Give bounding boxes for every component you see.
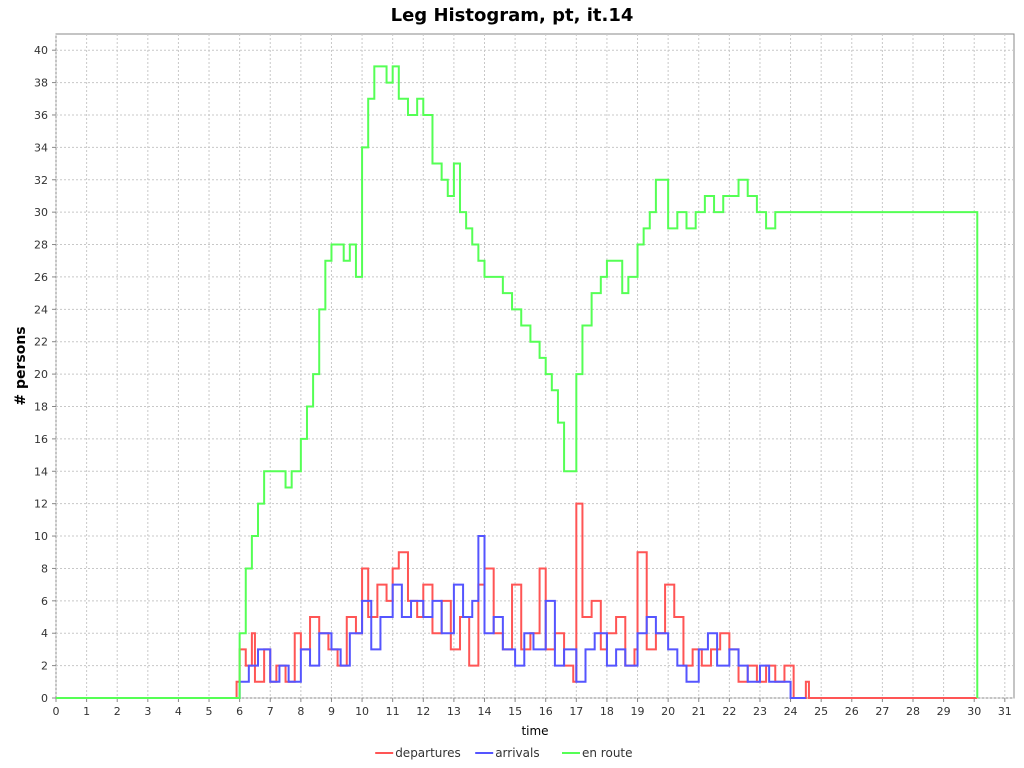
series-line-departures <box>56 502 978 699</box>
x-tick-label: 15 <box>508 705 522 718</box>
chart-title: Leg Histogram, pt, it.14 <box>391 5 634 26</box>
legend-item-departures: departures <box>375 746 461 760</box>
legend-label: en route <box>582 746 633 760</box>
y-tick-label: 34 <box>34 141 48 154</box>
series-line-en-route <box>56 65 979 699</box>
legend: departures arrivals en route <box>375 746 633 760</box>
y-tick-label: 0 <box>41 692 48 705</box>
y-tick-label: 12 <box>34 498 48 511</box>
x-tick-label: 28 <box>906 705 920 718</box>
x-tick-label: 27 <box>875 705 889 718</box>
x-tick-label: 2 <box>114 705 121 718</box>
x-tick-label: 24 <box>784 705 798 718</box>
series-line-arrivals <box>56 535 806 699</box>
x-tick-label: 6 <box>236 705 243 718</box>
y-tick-label: 10 <box>34 530 48 543</box>
x-tick-label: 13 <box>447 705 461 718</box>
y-tick-label: 26 <box>34 271 48 284</box>
x-tick-label: 9 <box>328 705 335 718</box>
x-tick-label: 26 <box>845 705 859 718</box>
legend-item-arrivals: arrivals <box>475 746 540 760</box>
x-tick-label: 1 <box>83 705 90 718</box>
y-tick-label: 22 <box>34 336 48 349</box>
legend-item-en-route: en route <box>562 746 633 760</box>
x-tick-label: 31 <box>998 705 1012 718</box>
y-tick-label: 40 <box>34 44 48 57</box>
y-tick-label: 24 <box>34 303 48 316</box>
y-tick-label: 18 <box>34 400 48 413</box>
y-tick-label: 8 <box>41 562 48 575</box>
y-tick-label: 6 <box>41 595 48 608</box>
x-tick-label: 19 <box>631 705 645 718</box>
x-tick-label: 12 <box>416 705 430 718</box>
x-tick-label: 25 <box>814 705 828 718</box>
y-tick-label: 16 <box>34 433 48 446</box>
x-tick-label: 17 <box>569 705 583 718</box>
y-tick-label: 30 <box>34 206 48 219</box>
x-tick-label: 8 <box>297 705 304 718</box>
x-axis: 0 1 2 3 4 5 6 7 8 9 10 11 12 13 14 15 16 17 18 19 20 21 22 23 24… <box>53 698 1012 718</box>
x-tick-label: 14 <box>477 705 491 718</box>
y-tick-label: 36 <box>34 109 48 122</box>
x-tick-label: 7 <box>267 705 274 718</box>
y-tick-label: 28 <box>34 239 48 252</box>
y-tick-label: 2 <box>41 660 48 673</box>
x-tick-label: 0 <box>53 705 60 718</box>
x-tick-label: 11 <box>386 705 400 718</box>
x-tick-label: 20 <box>661 705 675 718</box>
y-tick-label: 38 <box>34 77 48 90</box>
y-axis-label: # persons <box>13 326 29 405</box>
x-tick-label: 3 <box>144 705 151 718</box>
series-group <box>56 65 979 699</box>
x-tick-label: 18 <box>600 705 614 718</box>
y-tick-label: 32 <box>34 174 48 187</box>
x-tick-label: 22 <box>722 705 736 718</box>
y-tick-label: 20 <box>34 368 48 381</box>
y-tick-label: 4 <box>41 627 48 640</box>
x-tick-label: 23 <box>753 705 767 718</box>
plot-area <box>55 33 1015 699</box>
x-tick-label: 5 <box>206 705 213 718</box>
x-tick-label: 4 <box>175 705 182 718</box>
x-tick-label: 16 <box>539 705 553 718</box>
x-tick-label: 29 <box>937 705 951 718</box>
x-tick-label: 21 <box>692 705 706 718</box>
x-axis-label: time <box>521 724 548 738</box>
legend-label: departures <box>395 746 461 760</box>
y-tick-label: 14 <box>34 465 48 478</box>
x-tick-label: 10 <box>355 705 369 718</box>
legend-label: arrivals <box>495 746 539 760</box>
x-tick-label: 30 <box>967 705 981 718</box>
